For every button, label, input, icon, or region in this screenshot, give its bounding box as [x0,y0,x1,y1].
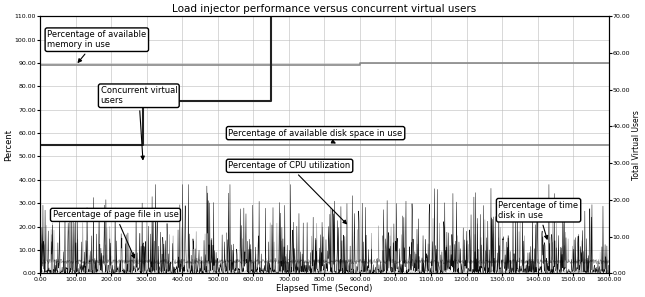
Y-axis label: Total Virtual Users: Total Virtual Users [632,110,641,180]
Title: Load injector performance versus concurrent virtual users: Load injector performance versus concurr… [172,4,477,14]
X-axis label: Elapsed Time (Second): Elapsed Time (Second) [276,284,373,293]
Y-axis label: Percent: Percent [4,129,13,161]
Text: Percentage of page file in use: Percentage of page file in use [52,210,179,258]
Text: Percentage of available
memory in use: Percentage of available memory in use [47,30,146,62]
Text: Percentage of available disk space in use: Percentage of available disk space in us… [228,129,402,143]
Text: Percentage of time
disk in use: Percentage of time disk in use [499,200,579,239]
Text: Concurrent virtual
users: Concurrent virtual users [101,86,177,159]
Text: Percentage of CPU utilization: Percentage of CPU utilization [228,161,351,224]
